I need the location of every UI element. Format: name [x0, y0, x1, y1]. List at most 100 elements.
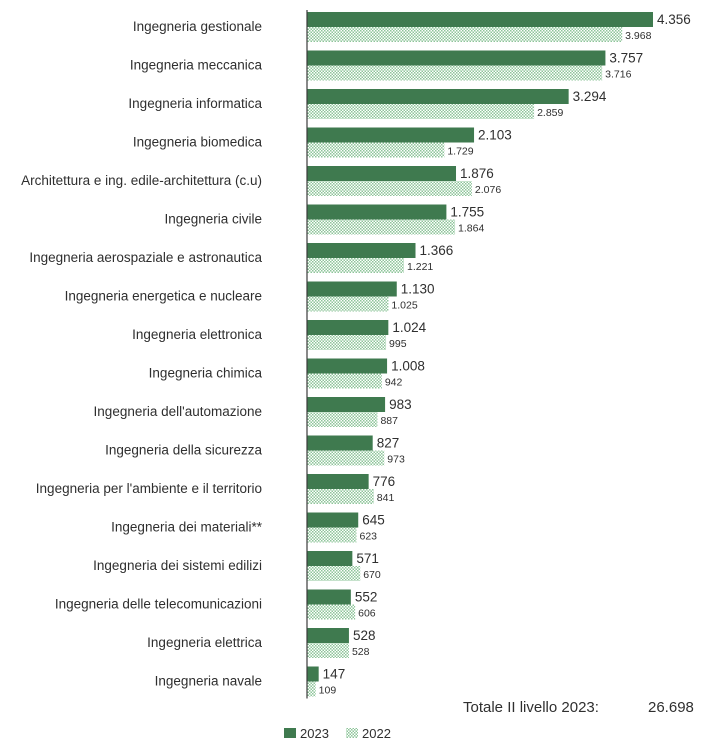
bar-2022 — [307, 373, 382, 389]
category-label: Ingegneria per l'ambiente e il territori… — [36, 481, 262, 496]
bar-2022 — [307, 181, 472, 196]
value-label-2022: 973 — [387, 454, 405, 466]
bar-2023 — [307, 551, 353, 566]
bars-layer: Ingegneria gestionale 4.356 3.968 Ingegneri… — [21, 12, 691, 697]
category-label: Ingegneria gestionale — [133, 19, 262, 34]
category-label: Ingegneria biomedica — [133, 135, 263, 150]
bar-2022 — [307, 412, 378, 427]
value-label-2023: 983 — [389, 397, 412, 412]
bar-2022 — [307, 142, 445, 158]
value-label-2023: 4.356 — [657, 12, 691, 27]
value-label-2023: 776 — [373, 474, 396, 489]
value-label-2023: 3.757 — [609, 51, 643, 66]
value-label-2022: 2.076 — [475, 184, 501, 196]
bar-2023 — [307, 89, 569, 104]
bar-2022 — [307, 681, 316, 697]
bar-2022 — [307, 335, 387, 350]
legend-swatch-2022 — [346, 728, 358, 738]
bar-2023 — [307, 204, 447, 220]
category-label: Ingegneria chimica — [149, 366, 263, 381]
bar-2023 — [307, 243, 416, 258]
category-label: Ingegneria dell'automazione — [94, 404, 262, 419]
value-label-2022: 109 — [319, 685, 337, 697]
bar-2023 — [307, 358, 388, 374]
value-label-2023: 552 — [355, 590, 378, 605]
value-label-2022: 3.968 — [625, 30, 651, 42]
bar-2023 — [307, 397, 386, 412]
value-label-2022: 1.221 — [407, 261, 433, 273]
category-label: Ingegneria meccanica — [130, 58, 263, 73]
value-label-2022: 841 — [377, 492, 395, 504]
category-label: Architettura e ing. edile-architettura (… — [21, 173, 262, 188]
value-label-2023: 528 — [353, 628, 376, 643]
value-label-2023: 1.008 — [391, 359, 425, 374]
bar-2023 — [307, 320, 389, 335]
value-label-2023: 147 — [323, 667, 346, 682]
bar-2023 — [307, 435, 373, 451]
bar-2022 — [307, 219, 456, 235]
value-label-2023: 1.024 — [392, 320, 426, 335]
bar-2023 — [307, 474, 369, 489]
value-label-2023: 1.876 — [460, 166, 494, 181]
legend-swatch-2023 — [284, 728, 296, 738]
bar-2023 — [307, 512, 359, 528]
value-label-2022: 2.859 — [537, 107, 563, 119]
category-label: Ingegneria della sicurezza — [105, 443, 262, 458]
category-label: Ingegneria informatica — [128, 96, 262, 111]
category-label: Ingegneria navale — [155, 674, 262, 689]
value-label-2023: 1.366 — [420, 243, 454, 258]
value-label-2022: 1.864 — [458, 223, 484, 235]
category-label: Ingegneria energetica e nucleare — [65, 289, 262, 304]
value-label-2023: 645 — [362, 513, 385, 528]
category-label: Ingegneria dei materiali** — [111, 520, 263, 535]
bar-2022 — [307, 27, 623, 42]
value-label-2022: 528 — [352, 646, 370, 658]
bar-2022 — [307, 527, 357, 543]
legend-label-2022: 2022 — [362, 726, 391, 740]
category-label: Ingegneria civile — [164, 212, 262, 227]
value-label-2022: 670 — [363, 569, 381, 581]
value-label-2022: 623 — [359, 531, 377, 543]
value-label-2022: 1.025 — [391, 300, 417, 312]
category-label: Ingegneria elettronica — [132, 327, 262, 342]
bar-2023 — [307, 628, 349, 643]
value-label-2022: 1.729 — [447, 146, 473, 158]
value-label-2023: 827 — [377, 436, 400, 451]
value-label-2023: 571 — [356, 551, 379, 566]
bar-2022 — [307, 296, 389, 312]
bar-2022 — [307, 643, 349, 658]
bar-2023 — [307, 12, 653, 27]
legend: 2023 2022 — [284, 726, 391, 740]
bar-2022 — [307, 489, 374, 504]
value-label-2022: 606 — [358, 608, 376, 620]
bar-2022 — [307, 104, 535, 119]
bar-2023 — [307, 166, 457, 181]
bar-2022 — [307, 604, 356, 620]
value-label-2023: 3.294 — [573, 89, 607, 104]
legend-label-2023: 2023 — [300, 726, 329, 740]
bar-2023 — [307, 281, 397, 297]
value-label-2022: 887 — [380, 415, 398, 427]
value-label-2022: 3.716 — [605, 69, 631, 81]
value-label-2023: 1.755 — [450, 205, 484, 220]
value-label-2023: 1.130 — [401, 282, 435, 297]
total-value: 26.698 — [648, 699, 694, 716]
bar-2023 — [307, 127, 475, 143]
value-label-2023: 2.103 — [478, 128, 512, 143]
bar-2023 — [307, 50, 606, 66]
value-label-2022: 942 — [385, 377, 403, 389]
bar-2023 — [307, 666, 319, 682]
category-label: Ingegneria dei sistemi edilizi — [93, 558, 262, 573]
bar-2023 — [307, 589, 351, 605]
category-label: Ingegneria aerospaziale e astronautica — [29, 250, 262, 265]
total-label: Totale II livello 2023: — [463, 699, 599, 716]
value-label-2022: 995 — [389, 338, 407, 350]
category-label: Ingegneria delle telecomunicazioni — [55, 597, 262, 612]
bar-2022 — [307, 566, 361, 581]
category-label: Ingegneria elettrica — [147, 635, 262, 650]
bar-2022 — [307, 450, 385, 466]
bar-2022 — [307, 258, 404, 273]
bar-2022 — [307, 65, 603, 81]
